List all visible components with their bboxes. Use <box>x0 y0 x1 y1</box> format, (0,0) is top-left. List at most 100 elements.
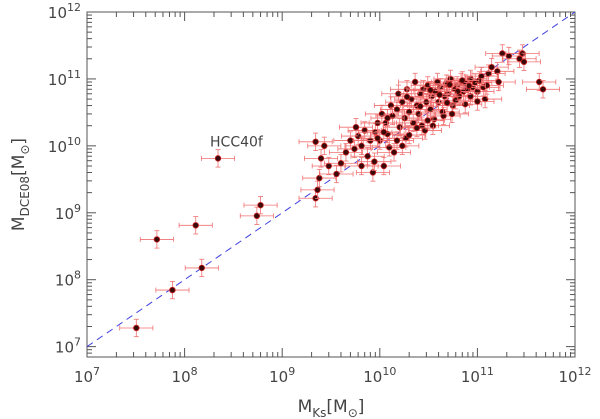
data-point <box>325 162 332 170</box>
data-point <box>421 127 429 134</box>
data-point-group <box>506 52 541 71</box>
data-point <box>393 106 401 113</box>
plot-border <box>86 11 576 358</box>
data-point <box>358 142 365 150</box>
data-point <box>403 93 411 101</box>
data-point <box>459 77 466 84</box>
data-point <box>374 135 381 142</box>
data-point-group <box>453 87 488 106</box>
data-point <box>214 155 222 162</box>
data-point-group <box>422 85 457 104</box>
data-point-group <box>392 125 427 145</box>
data-point-group <box>377 143 412 162</box>
data-point <box>386 144 393 151</box>
data-point <box>358 162 365 170</box>
data-point-group <box>184 258 219 278</box>
data-point-group <box>468 89 503 109</box>
y-tick-label: 1012 <box>48 1 81 22</box>
data-point-group <box>155 280 190 300</box>
data-point-group <box>366 156 401 176</box>
data-point <box>169 286 176 294</box>
data-point <box>474 98 481 105</box>
data-point-group <box>357 152 392 171</box>
plot-frame <box>86 11 576 358</box>
data-point <box>443 99 451 106</box>
data-point <box>539 86 547 93</box>
x-tick-label: 1011 <box>461 365 494 386</box>
data-point <box>465 82 473 89</box>
data-point <box>478 72 485 80</box>
data-point-group <box>413 81 448 100</box>
data-point-group <box>328 143 363 162</box>
data-point-group <box>445 71 480 90</box>
annotation-hcc40f: HCC40f <box>210 134 264 150</box>
data-point <box>133 324 140 332</box>
data-point <box>337 160 345 167</box>
x-tick-label: 1012 <box>558 365 591 386</box>
x-tick-label: 109 <box>269 365 295 386</box>
x-tick-label: 107 <box>74 365 100 386</box>
data-point-group <box>119 318 154 338</box>
data-point <box>352 123 360 131</box>
data-point-group <box>410 111 445 130</box>
data-point <box>390 149 398 156</box>
data-point-group <box>304 149 339 168</box>
y-tick-label: 1010 <box>48 135 81 156</box>
x-axis-label: MKs[M⊙] <box>298 397 365 419</box>
data-point <box>420 86 427 93</box>
x-tick-label: 1010 <box>363 365 396 386</box>
data-point-group <box>526 80 560 99</box>
data-point <box>440 112 447 120</box>
data-point <box>446 81 453 88</box>
data-point-group <box>390 87 424 106</box>
data-point <box>429 122 437 129</box>
data-point <box>467 93 474 100</box>
data-point <box>333 170 340 178</box>
data-point <box>317 155 325 162</box>
data-point <box>321 142 328 150</box>
data-point-group <box>382 118 417 137</box>
data-point <box>380 162 388 170</box>
data-point <box>153 236 161 243</box>
data-point-group <box>302 168 337 188</box>
data-point <box>448 110 456 118</box>
data-point-group <box>415 116 450 135</box>
data-point-group <box>481 72 516 92</box>
data-point <box>413 124 421 132</box>
data-point-group <box>432 75 467 94</box>
data-point <box>417 103 424 110</box>
data-point <box>405 131 413 139</box>
data-point-group <box>350 147 385 166</box>
data-point <box>494 68 501 75</box>
data-point-group <box>435 104 470 124</box>
data-point-group <box>403 97 438 116</box>
data-point <box>198 264 205 272</box>
data-point <box>462 100 469 108</box>
data-point-group <box>201 149 236 168</box>
data-point <box>427 86 434 94</box>
axis-ticks <box>86 11 576 358</box>
data-point <box>384 114 391 122</box>
data-point <box>192 222 199 229</box>
data-point-group <box>298 132 333 151</box>
data-point-group <box>385 136 420 155</box>
data-point <box>536 78 543 86</box>
data-point-group <box>398 72 433 92</box>
data-point-group <box>239 206 274 225</box>
data-point <box>393 137 401 144</box>
data-point <box>505 52 513 60</box>
y-axis-label: MDCE08[M⊙] <box>9 138 32 231</box>
data-point <box>520 58 528 66</box>
data-point-group <box>370 108 405 128</box>
data-point-group <box>243 196 278 215</box>
data-point <box>351 145 358 153</box>
data-point <box>314 186 321 194</box>
data-point-group <box>522 72 557 92</box>
data-point-group <box>360 129 395 148</box>
data-point-group <box>480 62 515 81</box>
data-point <box>371 158 378 165</box>
y-tick-label: 109 <box>55 202 81 223</box>
data-point-group <box>502 49 537 68</box>
data-point-group <box>430 93 465 112</box>
